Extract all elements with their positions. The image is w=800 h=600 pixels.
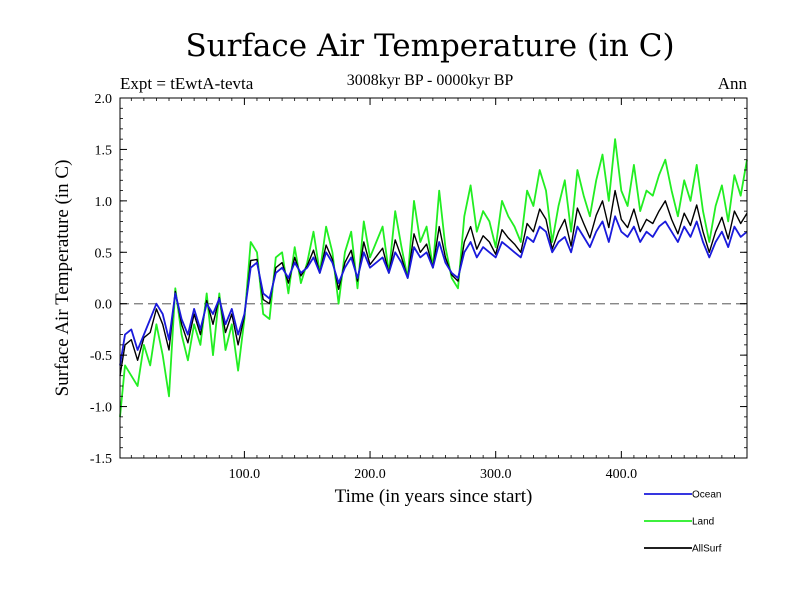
x-tick-label: 200.0 [354,467,386,482]
experiment-label: Expt = tEwtA-tevta [120,74,254,93]
tick-label-layer: -1.5 -1.0 -0.5 0.0 0.5 1.0 1.5 2.0 100.0 200.0 300… [90,92,637,482]
y-tick-label: 2.0 [95,92,113,107]
tick-layer [120,97,747,459]
legend: Ocean Land AllSurf [644,490,722,555]
period-label: 3008kyr BP - 0000kyr BP [346,72,514,89]
legend-label-allsurf: AllSurf [692,544,722,555]
y-tick-label: -1.0 [90,401,112,416]
legend-label-land: Land [692,517,714,528]
y-tick-label: 1.0 [95,195,113,210]
y-tick-label: -1.5 [90,452,112,467]
y-tick-label: 1.5 [95,143,113,158]
series-line-land [119,138,748,417]
series-layer [119,138,748,417]
plot-frame [119,97,748,459]
chart-title: Surface Air Temperature (in C) [185,28,675,64]
y-tick-label: 0.0 [95,298,113,313]
series-line-ocean [119,215,748,366]
x-tick-label: 300.0 [480,467,512,482]
y-tick-label: -0.5 [90,349,112,364]
x-tick-label: 100.0 [229,467,261,482]
season-label: Ann [717,74,747,93]
y-axis-title: Surface Air Temperature (in C) [52,160,73,397]
y-tick-label: 0.5 [95,246,113,261]
x-tick-label: 400.0 [606,467,638,482]
legend-label-ocean: Ocean [692,490,721,501]
x-axis-title: Time (in years since start) [335,486,533,507]
